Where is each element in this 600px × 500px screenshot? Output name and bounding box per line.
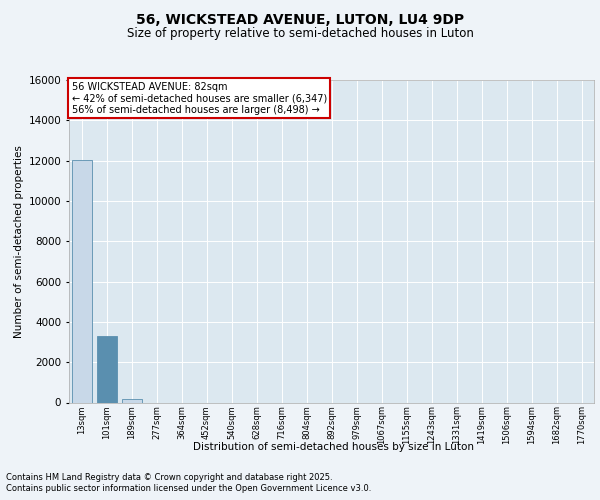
Text: Size of property relative to semi-detached houses in Luton: Size of property relative to semi-detach…	[127, 28, 473, 40]
Bar	[121, 399, 142, 402]
Text: 56, WICKSTEAD AVENUE, LUTON, LU4 9DP: 56, WICKSTEAD AVENUE, LUTON, LU4 9DP	[136, 12, 464, 26]
Bar	[97, 336, 116, 402]
Text: Contains public sector information licensed under the Open Government Licence v3: Contains public sector information licen…	[6, 484, 371, 493]
Y-axis label: Number of semi-detached properties: Number of semi-detached properties	[14, 145, 25, 338]
Text: Distribution of semi-detached houses by size in Luton: Distribution of semi-detached houses by …	[193, 442, 473, 452]
Bar	[71, 160, 91, 402]
Text: 56 WICKSTEAD AVENUE: 82sqm
← 42% of semi-detached houses are smaller (6,347)
56%: 56 WICKSTEAD AVENUE: 82sqm ← 42% of semi…	[71, 82, 327, 115]
Text: Contains HM Land Registry data © Crown copyright and database right 2025.: Contains HM Land Registry data © Crown c…	[6, 472, 332, 482]
